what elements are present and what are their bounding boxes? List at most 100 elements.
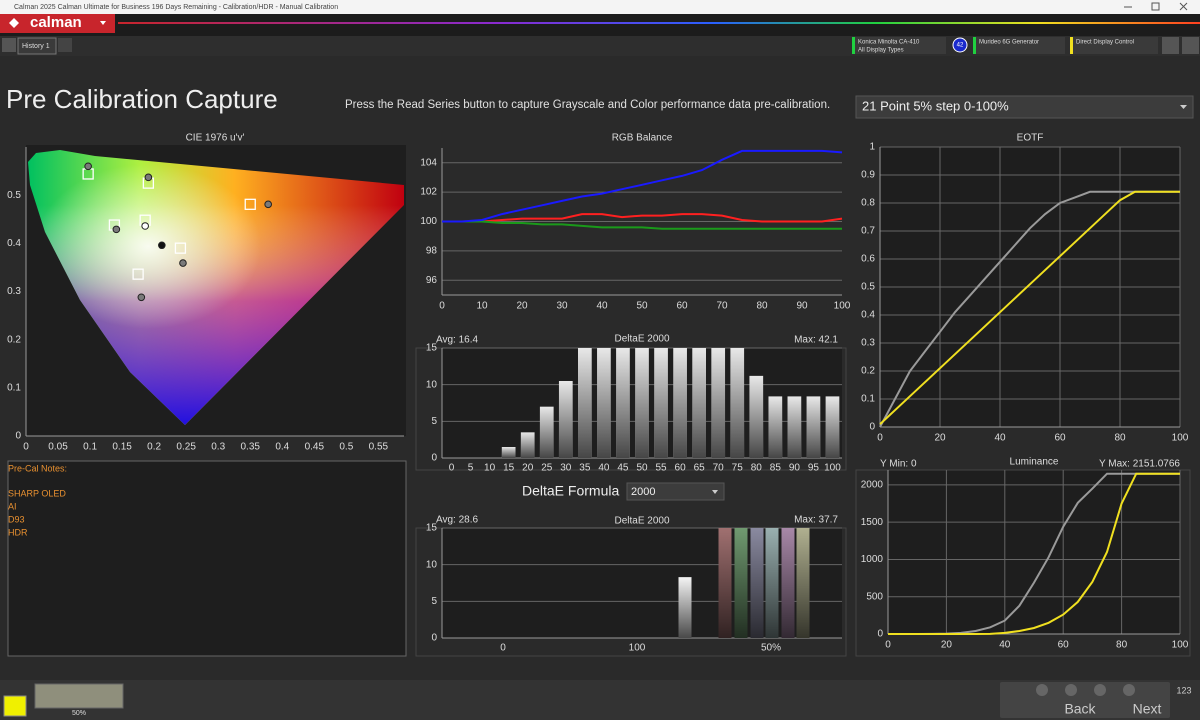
y-tick-label: 100 — [420, 216, 437, 227]
y-max-label: Y Max: 2151.0766 — [1099, 459, 1180, 470]
x-tick-label: 0.05 — [48, 442, 68, 453]
target-point — [132, 268, 144, 280]
notes-line: HDR — [8, 527, 28, 537]
x-tick-label: 40 — [999, 640, 1011, 651]
bar-shade — [765, 528, 779, 638]
bar-shade — [711, 348, 726, 458]
x-tick-label: 50% — [761, 643, 781, 654]
y-tick-label: 0.1 — [861, 394, 875, 405]
x-tick-label: 80 — [1114, 433, 1126, 444]
patch-label: 50% — [72, 710, 86, 717]
x-tick-label: 10 — [476, 301, 488, 312]
y-tick-label: 0 — [431, 453, 437, 464]
y-tick-label: 1500 — [861, 517, 884, 528]
settings-button[interactable] — [1182, 37, 1199, 54]
device-box[interactable] — [1070, 37, 1158, 54]
y-tick-label: 0.3 — [7, 286, 21, 297]
back-button[interactable]: Back — [1064, 701, 1096, 717]
page-title: Pre Calibration Capture — [6, 84, 278, 114]
x-tick-label: 75 — [732, 463, 744, 474]
bar-shade — [558, 381, 573, 458]
y-tick-label: 1000 — [861, 554, 884, 565]
device-box[interactable] — [973, 37, 1065, 54]
formula-select[interactable] — [626, 482, 725, 501]
patch-preview — [34, 683, 124, 709]
loop-button[interactable] — [1123, 684, 1135, 696]
tab[interactable] — [17, 37, 57, 55]
next-button[interactable]: Next — [1133, 701, 1162, 717]
window-controls[interactable] — [1124, 2, 1188, 11]
device-badge[interactable] — [952, 37, 968, 53]
device-name: Murideo 6G Generator — [979, 40, 1039, 46]
bar-shade — [730, 348, 745, 458]
x-tick-label: 80 — [751, 463, 763, 474]
y-tick-label: 0 — [15, 431, 21, 442]
x-tick-label: 55 — [655, 463, 667, 474]
x-tick-label: 0.55 — [369, 442, 389, 453]
bar-shade — [520, 432, 535, 458]
x-tick-label: 0 — [500, 643, 506, 654]
series-select[interactable] — [855, 95, 1194, 119]
logo-menu[interactable] — [100, 21, 106, 25]
x-tick-label: 0.35 — [241, 442, 261, 453]
bar-shade — [539, 406, 554, 458]
logo-text: calman — [30, 14, 82, 31]
bar-shade — [796, 528, 810, 638]
x-tick-label: 40 — [994, 433, 1006, 444]
bar-shade — [718, 528, 732, 638]
plot-area — [888, 470, 1180, 634]
x-tick-label: 5 — [468, 463, 474, 474]
series-line — [442, 213, 843, 223]
series-line — [442, 220, 842, 230]
x-tick-label: 10 — [484, 463, 496, 474]
x-tick-label: 80 — [1116, 640, 1128, 651]
bar-shade — [616, 348, 630, 458]
rainbow-line — [118, 22, 1200, 24]
device-box[interactable] — [852, 37, 946, 54]
bar-shade — [678, 577, 692, 638]
formula-label: DeltaE Formula — [522, 483, 619, 499]
play-button[interactable] — [2, 38, 16, 52]
target-point — [244, 198, 256, 210]
bar-shade — [825, 396, 840, 458]
bar-shade — [734, 528, 748, 638]
device-name: Direct Display Control — [1076, 40, 1134, 46]
series-line — [888, 472, 1180, 635]
x-tick-label: 90 — [789, 463, 801, 474]
x-tick-label: 0 — [439, 301, 445, 312]
notes-panel[interactable] — [7, 460, 407, 657]
tab-label: History 1 — [22, 43, 50, 50]
y-tick-label: 0.8 — [861, 198, 875, 209]
add-tab[interactable] — [58, 38, 72, 52]
x-tick-label: 70 — [713, 463, 725, 474]
play-button[interactable] — [1065, 684, 1077, 696]
x-tick-label: 95 — [808, 463, 820, 474]
avg-label: Avg: 28.6 — [436, 515, 479, 526]
y-tick-label: 0.1 — [7, 382, 21, 393]
x-tick-label: 20 — [934, 433, 946, 444]
y-tick-label: 2000 — [861, 480, 884, 491]
y-min-label: Y Min: 0 — [880, 459, 917, 470]
stop-button[interactable] — [1036, 684, 1048, 696]
bar-shade — [749, 375, 764, 458]
max-label: Max: 42.1 — [794, 335, 838, 346]
x-tick-label: 30 — [556, 301, 568, 312]
x-tick-label: 0.3 — [211, 442, 225, 453]
settings-button[interactable] — [1162, 37, 1179, 54]
bar-shade — [635, 348, 649, 458]
x-tick-label: 100 — [824, 463, 841, 474]
x-tick-label: 0.5 — [339, 442, 353, 453]
chart-title: DeltaE 2000 — [614, 334, 669, 345]
color-swatch[interactable] — [3, 695, 27, 717]
logo[interactable] — [0, 14, 115, 33]
notes-line: SHARP OLED — [8, 488, 66, 498]
hold-button[interactable] — [1094, 684, 1106, 696]
y-tick-label: 0.3 — [861, 338, 875, 349]
x-tick-label: 0.15 — [112, 442, 132, 453]
y-tick-label: 0.5 — [7, 190, 21, 201]
y-tick-label: 0.9 — [861, 170, 875, 181]
title-bar — [0, 0, 1200, 14]
bar-shade — [768, 396, 783, 458]
y-tick-label: 0.2 — [7, 334, 21, 345]
